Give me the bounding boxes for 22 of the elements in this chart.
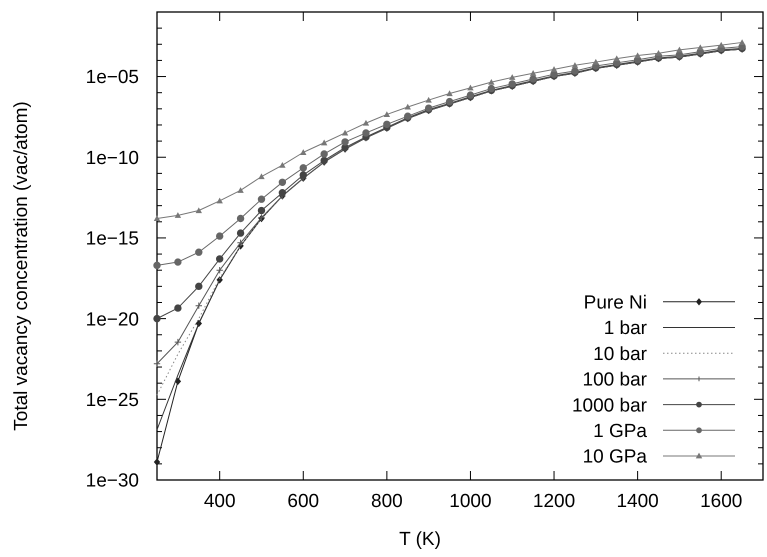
x-tick-label: 1400 xyxy=(616,491,659,512)
x-tick-label: 1600 xyxy=(700,491,742,512)
y-tick-label: 1e−20 xyxy=(86,309,139,330)
legend-label: 1 bar xyxy=(604,318,648,340)
y-tick-label: 1e−30 xyxy=(86,470,139,492)
x-axis-title: T (K) xyxy=(399,529,441,550)
x-tick-label: 400 xyxy=(204,491,236,512)
y-axis-title: Total vacancy concentration (vac/atom) xyxy=(11,101,32,431)
x-tick-label: 1200 xyxy=(532,491,576,512)
y-tick-label: 1e−25 xyxy=(86,390,139,411)
x-tick-label: 800 xyxy=(371,491,403,512)
y-tick-label: 1e−15 xyxy=(86,228,139,250)
legend-label: 100 bar xyxy=(582,370,648,391)
legend-label: 10 GPa xyxy=(582,446,648,468)
x-tick-label: 600 xyxy=(287,491,320,512)
y-tick-label: 1e−10 xyxy=(86,148,139,169)
legend-label: Pure Ni xyxy=(584,292,647,314)
legend-label: 10 bar xyxy=(593,344,648,365)
y-tick-label: 1e−05 xyxy=(86,67,139,88)
legend-label: 1 GPa xyxy=(593,420,648,442)
legend-label: 1000 bar xyxy=(572,395,648,416)
x-tick-label: 1000 xyxy=(449,491,492,512)
